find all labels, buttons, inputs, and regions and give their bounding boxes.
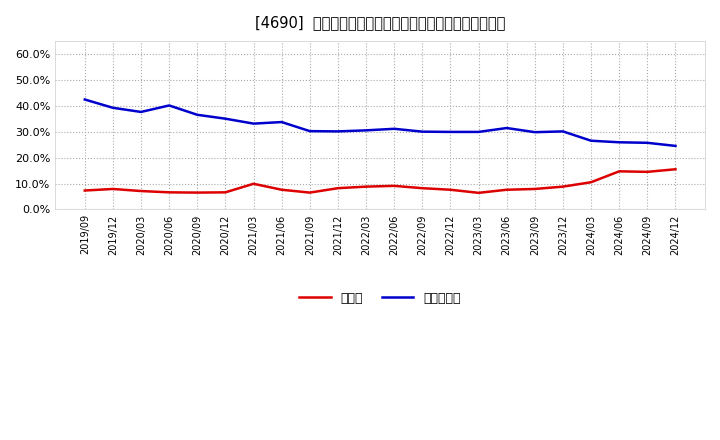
有利子負債 bbox=[333, 129, 342, 134]
Title: [4690]  現預金、有利子負債の総資産に対する比率の推移: [4690] 現預金、有利子負債の総資産に対する比率の推移 bbox=[255, 15, 505, 30]
Line: 有利子負債: 有利子負債 bbox=[85, 99, 675, 146]
有利子負債 bbox=[193, 112, 202, 117]
有利子負債 bbox=[503, 125, 511, 131]
有利子負債 bbox=[615, 139, 624, 145]
有利子負債 bbox=[587, 138, 595, 143]
現預金 bbox=[193, 190, 202, 195]
現預金 bbox=[81, 188, 89, 193]
現預金 bbox=[390, 183, 398, 188]
現預金 bbox=[587, 180, 595, 185]
有利子負債 bbox=[474, 129, 483, 135]
現預金 bbox=[221, 190, 230, 195]
有利子負債 bbox=[165, 103, 174, 108]
有利子負債 bbox=[109, 105, 117, 110]
有利子負債 bbox=[446, 129, 455, 135]
有利子負債 bbox=[559, 129, 567, 134]
現預金 bbox=[249, 181, 258, 187]
有利子負債 bbox=[390, 126, 398, 132]
現預金 bbox=[333, 186, 342, 191]
現預金 bbox=[109, 186, 117, 191]
現預金 bbox=[615, 169, 624, 174]
現預金 bbox=[503, 187, 511, 192]
Line: 現預金: 現預金 bbox=[85, 169, 675, 193]
現預金 bbox=[671, 167, 680, 172]
現預金 bbox=[643, 169, 652, 175]
現預金 bbox=[446, 187, 455, 192]
現預金 bbox=[559, 184, 567, 189]
有利子負債 bbox=[671, 143, 680, 149]
有利子負債 bbox=[643, 140, 652, 146]
現預金 bbox=[418, 186, 427, 191]
有利子負債 bbox=[137, 109, 145, 114]
有利子負債 bbox=[531, 129, 539, 135]
現預金 bbox=[137, 188, 145, 194]
現預金 bbox=[305, 190, 314, 195]
有利子負債 bbox=[305, 128, 314, 134]
現預金 bbox=[361, 184, 370, 189]
有利子負債 bbox=[418, 129, 427, 134]
有利子負債 bbox=[81, 97, 89, 102]
現預金 bbox=[277, 187, 286, 192]
Legend: 現預金, 有利子負債: 現預金, 有利子負債 bbox=[294, 286, 466, 309]
有利子負債 bbox=[249, 121, 258, 126]
現預金 bbox=[531, 186, 539, 191]
現預金 bbox=[165, 190, 174, 195]
現預金 bbox=[474, 190, 483, 195]
有利子負債 bbox=[277, 119, 286, 125]
有利子負債 bbox=[221, 116, 230, 121]
有利子負債 bbox=[361, 128, 370, 133]
